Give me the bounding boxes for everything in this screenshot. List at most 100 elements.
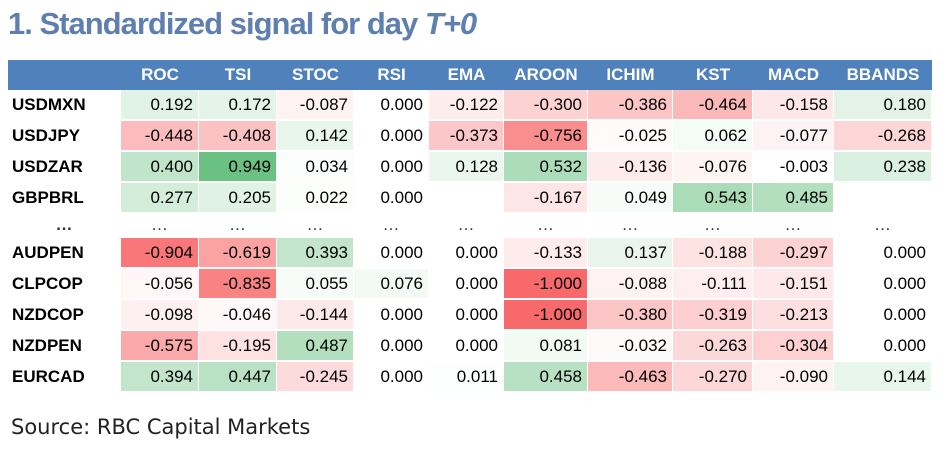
chart-title: 1. Standardized signal for day T+0 bbox=[8, 6, 477, 42]
signal-cell: -0.003 bbox=[753, 152, 834, 183]
signal-cell: -0.111 bbox=[673, 269, 753, 300]
signal-cell: -0.619 bbox=[199, 238, 277, 269]
signal-cell: 0.485 bbox=[753, 183, 834, 214]
signal-cell: 0.034 bbox=[277, 152, 354, 183]
signal-cell: 0.394 bbox=[121, 362, 199, 393]
column-header: AROON bbox=[504, 60, 588, 90]
signal-cell: -0.373 bbox=[429, 121, 504, 152]
signal-cell: -1.000 bbox=[504, 269, 588, 300]
signal-cell: 0.142 bbox=[277, 121, 354, 152]
signal-cell: … bbox=[588, 214, 673, 238]
ticker-label: NZDCOP bbox=[8, 300, 121, 331]
signal-cell bbox=[429, 183, 504, 214]
table-body: USDMXN 0.192 0.172 -0.087 0.000 -0.122 -0.300-… bbox=[8, 90, 932, 393]
signal-cell: 0.205 bbox=[199, 183, 277, 214]
signal-cell bbox=[834, 183, 932, 214]
signal-cell: … bbox=[673, 214, 753, 238]
signal-cell: 0.180 bbox=[834, 90, 932, 121]
signal-cell: -0.213 bbox=[753, 300, 834, 331]
signal-cell: -0.380 bbox=[588, 300, 673, 331]
ticker-label: EURCAD bbox=[8, 362, 121, 393]
ticker-label: USDZAR bbox=[8, 152, 121, 183]
signal-cell: 0.238 bbox=[834, 152, 932, 183]
signal-cell: -0.098 bbox=[121, 300, 199, 331]
signal-cell: -0.195 bbox=[199, 331, 277, 362]
signal-cell: -0.167 bbox=[504, 183, 588, 214]
signal-cell: -0.046 bbox=[199, 300, 277, 331]
table-row: USDJPY -0.448 -0.408 0.142 0.000 -0.373 -0.756… bbox=[8, 121, 932, 152]
column-header: BBANDS bbox=[834, 60, 932, 90]
signal-cell: 0.144 bbox=[834, 362, 932, 393]
signal-cell: 0.000 bbox=[354, 90, 429, 121]
table-row: GBPBRL 0.277 0.205 0.022 0.000 -0.167 0.049 0.5… bbox=[8, 183, 932, 214]
signal-cell: 0.055 bbox=[277, 269, 354, 300]
signal-cell: -0.575 bbox=[121, 331, 199, 362]
title-main: 1. Standardized signal for day bbox=[8, 6, 425, 41]
signal-cell: 0.000 bbox=[429, 300, 504, 331]
ticker-label: AUDPEN bbox=[8, 238, 121, 269]
signal-cell: 0.000 bbox=[354, 238, 429, 269]
ticker-label: USDJPY bbox=[8, 121, 121, 152]
signal-cell: 0.000 bbox=[354, 183, 429, 214]
signal-cell: 0.081 bbox=[504, 331, 588, 362]
signal-cell: -0.077 bbox=[753, 121, 834, 152]
signal-cell: -0.133 bbox=[504, 238, 588, 269]
signal-cell: 0.076 bbox=[354, 269, 429, 300]
signal-cell: -0.056 bbox=[121, 269, 199, 300]
signal-cell: -0.136 bbox=[588, 152, 673, 183]
table-row: AUDPEN -0.904 -0.619 0.393 0.000 0.000 -0.133 0… bbox=[8, 238, 932, 269]
column-header: ROC bbox=[121, 60, 199, 90]
signal-cell: -0.297 bbox=[753, 238, 834, 269]
signal-cell: … bbox=[121, 214, 199, 238]
signal-cell: 0.000 bbox=[354, 362, 429, 393]
signal-cell: 0.062 bbox=[673, 121, 753, 152]
signal-cell: 0.128 bbox=[429, 152, 504, 183]
signal-cell: -0.151 bbox=[753, 269, 834, 300]
signal-cell: -0.835 bbox=[199, 269, 277, 300]
signal-cell: … bbox=[354, 214, 429, 238]
signal-cell: -0.088 bbox=[588, 269, 673, 300]
signal-cell: 0.400 bbox=[121, 152, 199, 183]
signal-cell: 0.000 bbox=[429, 238, 504, 269]
signal-cell: 0.447 bbox=[199, 362, 277, 393]
header-row: ROC TSI STOC RSI EMA AROON ICHIM KST MACD BBANDS bbox=[8, 60, 932, 90]
signal-cell: -0.464 bbox=[673, 90, 753, 121]
signal-cell: -0.263 bbox=[673, 331, 753, 362]
signal-cell: 0.137 bbox=[588, 238, 673, 269]
ticker-label: NZDPEN bbox=[8, 331, 121, 362]
signal-cell: -0.270 bbox=[673, 362, 753, 393]
column-header: RSI bbox=[354, 60, 429, 90]
column-header: MACD bbox=[753, 60, 834, 90]
signal-cell: 0.049 bbox=[588, 183, 673, 214]
signal-cell: 0.000 bbox=[834, 331, 932, 362]
signal-cell: -0.122 bbox=[429, 90, 504, 121]
signal-cell: -0.032 bbox=[588, 331, 673, 362]
column-header: ICHIM bbox=[588, 60, 673, 90]
signal-cell: 0.022 bbox=[277, 183, 354, 214]
signal-cell: 0.000 bbox=[354, 121, 429, 152]
signal-cell: 0.172 bbox=[199, 90, 277, 121]
ticker-label: USDMXN bbox=[8, 90, 121, 121]
signal-cell: … bbox=[834, 214, 932, 238]
signal-table: ROC TSI STOC RSI EMA AROON ICHIM KST MACD BBANDS … bbox=[8, 60, 932, 393]
signal-cell: -0.300 bbox=[504, 90, 588, 121]
signal-cell: 0.192 bbox=[121, 90, 199, 121]
column-header: STOC bbox=[277, 60, 354, 90]
signal-cell: 0.000 bbox=[834, 238, 932, 269]
signal-cell: 0.000 bbox=[429, 269, 504, 300]
signal-cell: -0.090 bbox=[753, 362, 834, 393]
ellipsis-row: …………………………… bbox=[8, 214, 932, 238]
signal-cell: 0.393 bbox=[277, 238, 354, 269]
column-header: EMA bbox=[429, 60, 504, 90]
table-row: NZDPEN -0.575 -0.195 0.487 0.000 0.000 0.081 -0… bbox=[8, 331, 932, 362]
signal-cell: -0.158 bbox=[753, 90, 834, 121]
signal-cell: 0.532 bbox=[504, 152, 588, 183]
signal-cell: -0.463 bbox=[588, 362, 673, 393]
signal-cell: -0.904 bbox=[121, 238, 199, 269]
signal-cell: -0.448 bbox=[121, 121, 199, 152]
signal-cell: 0.000 bbox=[354, 331, 429, 362]
ticker-label: CLPCOP bbox=[8, 269, 121, 300]
signal-cell: 0.000 bbox=[354, 300, 429, 331]
signal-cell: 0.458 bbox=[504, 362, 588, 393]
table-row: EURCAD 0.394 0.447 -0.245 0.000 0.011 0.458 -0.… bbox=[8, 362, 932, 393]
